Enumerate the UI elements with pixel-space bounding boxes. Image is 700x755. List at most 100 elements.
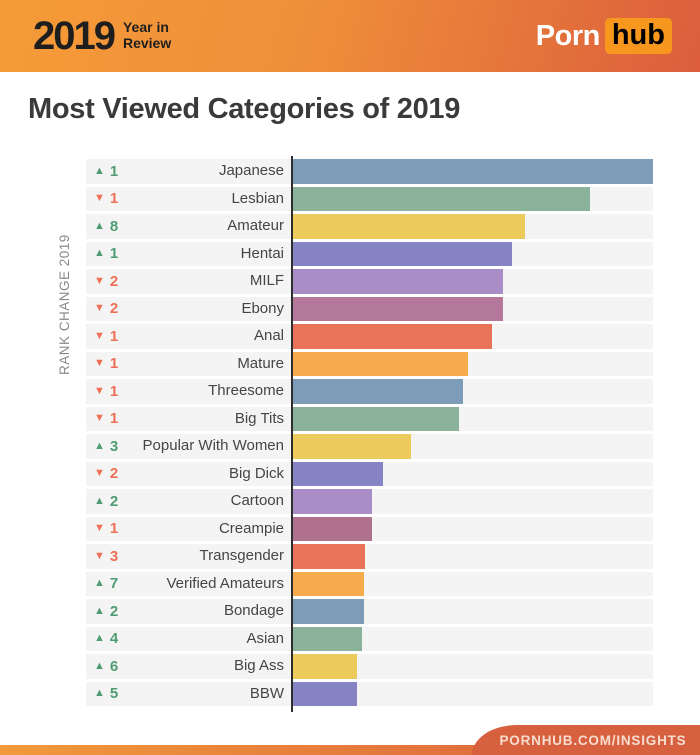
category-label: Lesbian [231,189,284,207]
chart-row: ▼ 1 Mature [86,351,653,377]
category-bar [293,434,411,459]
rank-change-value: 1 [109,355,119,373]
category-bar [293,516,372,541]
subtitle-line-1: Year in [122,19,169,36]
rank-change-value: 1 [109,162,119,180]
category-bar [293,214,525,239]
category-label: Asian [246,629,284,647]
page-title: Most Viewed Categories of 2019 [28,93,461,125]
chart-row: ▲ 5 BBW [86,681,653,707]
chart-row: ▲ 8 Amateur [86,214,653,239]
chart-row: ▲ 6 Big Ass [86,654,653,679]
category-label: Transgender [199,547,285,564]
rank-change: ▲ 4 [94,627,118,652]
category-label: MILF [249,272,284,289]
footer-url: PORNHUB.COM/INSIGHTS [499,732,687,748]
rank-change-axis-label: RANK CHANGE 2019 [57,234,72,376]
chart-row: ▼ 1 Big Tits [86,406,653,432]
rank-change-value: 4 [109,630,119,648]
chart-baseline-axis [291,156,293,712]
chart-row: ▼ 1 Creampie [86,516,653,542]
category-bar [293,351,468,376]
rank-change-value: 1 [109,382,119,400]
category-label: Threesome [208,382,284,399]
rank-up-arrow-icon: ▲ [94,632,105,645]
chart-row: ▼ 2 MILF [86,269,653,294]
chart-row: ▼ 3 Transgender [86,544,653,569]
rank-change: ▲ 3 [94,434,118,459]
rank-change: ▲ 6 [94,654,118,679]
rank-down-arrow-icon: ▼ [94,357,105,370]
category-label: Cartoon [230,492,284,509]
category-label: Ebony [241,299,284,317]
rank-change: ▲ 8 [94,214,118,239]
rank-change-value: 2 [109,492,119,510]
category-label: Popular With Women [142,437,284,454]
rank-change: ▼ 1 [94,187,118,212]
chart-row: ▲ 2 Cartoon [86,489,653,514]
rank-change: ▲ 1 [94,242,118,267]
category-label: Anal [253,327,284,344]
category-label: BBW [249,684,284,702]
logo-text-hub: hub [604,18,672,54]
chart-row: ▼ 1 Threesome [86,379,653,404]
rank-up-arrow-icon: ▲ [94,687,105,700]
rank-change: ▼ 1 [94,379,118,404]
rank-change-value: 2 [109,602,119,620]
year-label: 2019 [33,13,116,58]
rank-change: ▼ 2 [94,269,118,294]
rank-up-arrow-icon: ▲ [94,659,105,672]
category-label: Big Tits [234,409,284,427]
category-bar [293,406,459,431]
rank-change: ▼ 2 [94,462,118,487]
category-bar [293,159,653,184]
footer-strip [0,745,700,755]
rank-down-arrow-icon: ▼ [94,274,105,287]
category-label: Bondage [223,602,284,619]
chart-row: ▼ 1 Anal [86,324,653,349]
category-label: Verified Amateurs [166,574,284,592]
chart-row: ▲ 1 Hentai [86,241,653,267]
rank-change: ▼ 3 [94,544,118,569]
rank-down-arrow-icon: ▼ [94,549,105,562]
rank-change-value: 7 [109,575,119,593]
rank-up-arrow-icon: ▲ [94,439,105,452]
rank-down-arrow-icon: ▼ [94,329,105,342]
pornhub-logo: Porn hub [536,18,672,54]
category-bar [293,626,362,651]
chart-row: ▲ 3 Popular With Women [86,434,653,459]
rank-change: ▼ 2 [94,297,118,322]
category-label: Hentai [240,244,284,262]
rank-up-arrow-icon: ▲ [94,577,105,590]
rank-up-arrow-icon: ▲ [94,164,105,177]
category-bar [293,461,383,486]
category-label: Creampie [218,519,284,537]
rank-down-arrow-icon: ▼ [94,522,105,535]
rank-down-arrow-icon: ▼ [94,192,105,205]
category-label: Japanese [218,162,284,179]
category-bar [293,489,372,514]
rank-change: ▼ 1 [94,352,118,377]
rank-change-value: 1 [109,410,119,428]
rank-change-value: 3 [109,437,119,455]
rank-change-value: 2 [109,465,119,483]
rank-up-arrow-icon: ▲ [94,494,105,507]
rank-change: ▲ 7 [94,572,118,597]
rank-change: ▼ 1 [94,407,118,432]
category-bar [293,324,492,349]
rank-down-arrow-icon: ▼ [94,412,105,425]
header-banner: 2019 Year in Review Porn hub [0,0,700,72]
rank-change: ▲ 1 [94,159,118,184]
rank-change: ▼ 1 [94,324,118,349]
category-bar [293,571,364,596]
rank-change-value: 1 [109,190,119,208]
rank-change-value: 1 [109,245,119,263]
rank-change: ▼ 1 [94,517,118,542]
chart-row: ▼ 2 Big Dick [86,461,653,487]
chart-row: ▲ 4 Asian [86,626,653,652]
category-bar [293,296,503,321]
category-bar [293,269,503,294]
category-bar [293,599,364,624]
rank-change: ▲ 5 [94,682,118,707]
